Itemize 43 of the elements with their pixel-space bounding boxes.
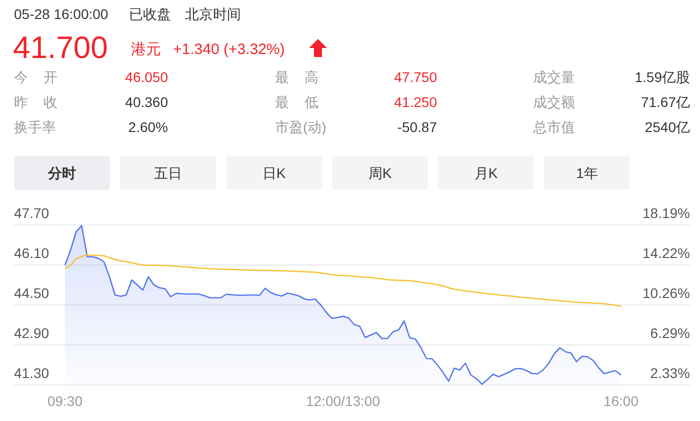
y-tick-label: 47.70 [14, 205, 50, 221]
text: 40.360 [125, 94, 168, 110]
text: 北京时间 [185, 6, 241, 22]
text: 昨收 [14, 94, 73, 110]
y-tick-label: 42.90 [14, 325, 50, 341]
text: 今开 [14, 69, 73, 85]
text: 成交额 [533, 94, 575, 110]
text: 最低 [275, 94, 334, 110]
text: 47.750 [394, 69, 438, 85]
y-tick-label: 46.10 [14, 245, 50, 261]
y2-tick-label: 2.33% [650, 365, 690, 381]
text: 月K [474, 165, 498, 181]
text: 日K [262, 165, 286, 181]
y-tick-label: 44.50 [14, 285, 50, 301]
x-tick-label: 12:00/13:00 [306, 393, 380, 409]
text: 市盈(动) [275, 119, 326, 135]
text: 周K [368, 165, 392, 181]
text: 2.60% [128, 119, 168, 135]
y-tick-label: 41.30 [14, 365, 50, 381]
text: -50.87 [397, 119, 438, 135]
text: 41.700 [13, 30, 108, 65]
text: +1.340 (+3.32%) [173, 41, 285, 58]
text: 总市值 [532, 119, 575, 135]
text: 1.59亿股 [634, 69, 690, 85]
text: 最高 [275, 69, 334, 85]
text: 港元 [131, 41, 161, 58]
y2-tick-label: 6.29% [650, 325, 690, 342]
y2-tick-label: 18.19% [642, 205, 690, 221]
y2-tick-label: 14.22% [642, 245, 690, 262]
text: 1年 [576, 165, 598, 181]
text: 46.050 [125, 69, 168, 85]
text: 05-28 16:00:00 [14, 6, 108, 22]
text: 分时 [47, 165, 76, 181]
text: 41.250 [394, 94, 438, 110]
y2-tick-label: 10.26% [642, 285, 690, 301]
text: 五日 [154, 165, 182, 181]
text: 2540亿 [644, 119, 690, 135]
text: 换手率 [14, 119, 56, 135]
text: 已收盘 [129, 6, 171, 22]
x-tick-label: 16:00 [603, 393, 639, 409]
x-tick-label: 09:30 [47, 393, 83, 409]
text: 71.67亿 [640, 94, 690, 110]
text: 成交量 [533, 69, 575, 85]
